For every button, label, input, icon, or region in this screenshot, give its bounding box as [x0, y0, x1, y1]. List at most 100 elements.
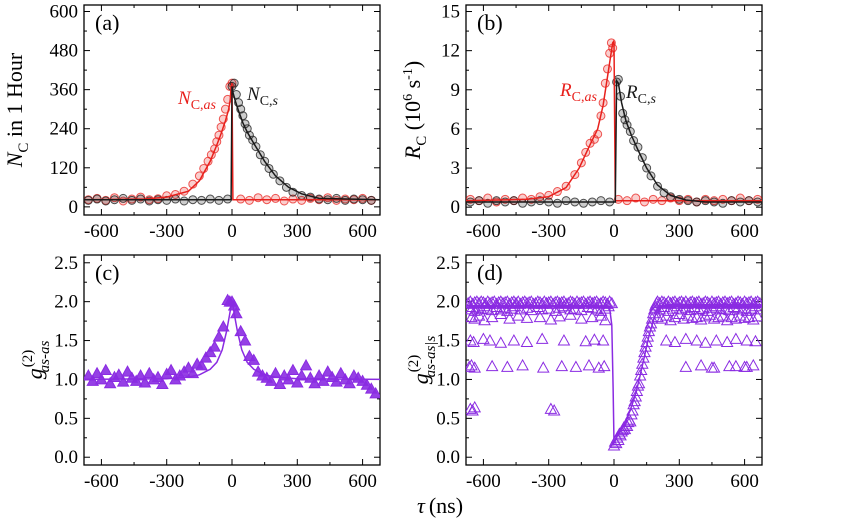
fit-line	[84, 86, 380, 201]
plot-frame	[83, 254, 381, 466]
data-point	[564, 302, 577, 315]
y-tick-label: 2.0	[436, 292, 460, 313]
y-tick-label: 15	[441, 2, 460, 23]
data-point	[466, 296, 475, 309]
data-point	[679, 332, 693, 344]
x-tick-label: 600	[730, 221, 759, 242]
y-tick-label: 480	[50, 41, 79, 62]
data-point	[653, 181, 663, 191]
y-label-symbol: g	[22, 368, 47, 379]
data-point	[594, 309, 608, 321]
data-point	[657, 295, 671, 308]
plot-area	[84, 293, 380, 399]
fit-line	[466, 78, 762, 203]
data-point	[299, 358, 313, 371]
data-point	[597, 359, 611, 372]
data-point	[334, 366, 348, 379]
y-tick-label: 0	[69, 197, 79, 218]
data-point	[138, 376, 152, 388]
data-point	[485, 303, 499, 316]
data-point	[655, 312, 669, 324]
data-point	[677, 312, 690, 324]
data-point	[585, 296, 599, 309]
plot-area	[84, 78, 380, 206]
y-tick-label: 0.5	[54, 408, 78, 429]
data-point	[569, 360, 583, 372]
x-tick-label: -300	[149, 471, 184, 492]
y-tick-label: 6	[451, 119, 461, 140]
y-tick-label: 9	[451, 80, 461, 101]
data-point	[596, 196, 606, 206]
data-point	[592, 361, 606, 373]
data-point	[639, 197, 649, 207]
data-point	[749, 334, 762, 347]
data-point	[485, 359, 499, 372]
data-point	[179, 196, 189, 206]
series-annotation: RC,s	[625, 82, 656, 107]
data-point	[273, 377, 287, 390]
data-point	[694, 313, 708, 325]
y-label-text: (10	[400, 101, 425, 136]
y-tick-label: 600	[50, 2, 79, 23]
data-point	[602, 64, 612, 74]
data-point	[468, 295, 482, 308]
x-tick-label: -300	[531, 221, 566, 242]
y-tick-label: 12	[441, 41, 460, 62]
data-point	[709, 299, 723, 312]
x-axis-label-unit: (ns)	[429, 493, 463, 518]
data-point	[585, 310, 599, 323]
data-point	[749, 299, 762, 312]
data-point	[164, 363, 178, 376]
data-point	[600, 78, 610, 88]
data-point	[603, 295, 616, 307]
data-point	[659, 334, 673, 346]
y-tick-label: 1.5	[54, 331, 78, 352]
y-tick-label: 1.5	[436, 331, 460, 352]
x-tick-label: -600	[466, 471, 501, 492]
data-point	[581, 300, 595, 313]
data-point	[535, 302, 549, 315]
data-point	[668, 310, 682, 323]
data-point	[520, 335, 534, 348]
panel-d: -600 -300 0 300 600 0.0 0.5 1.0 1.5 2.0 2.5 g(2)as-…	[406, 253, 763, 492]
series-annotation: RC,as	[559, 80, 597, 105]
data-point	[483, 334, 497, 346]
data-point	[536, 361, 550, 373]
panel-c: -600 -300 0 300 600 0.0 0.5 1.0 1.5 2.0 2.5 g(2)as-…	[20, 253, 381, 492]
data-point	[505, 302, 519, 314]
data-point	[672, 307, 686, 320]
y-tick-label: 2.0	[54, 292, 78, 313]
data-point	[542, 302, 556, 314]
x-axis-label: τ (ns)	[417, 493, 463, 518]
data-point	[468, 361, 482, 373]
data-point	[690, 334, 704, 346]
y-label-unit: s	[400, 80, 425, 94]
data-point	[668, 335, 682, 348]
data-point	[509, 296, 523, 309]
data-point	[712, 310, 725, 323]
data-point	[468, 312, 482, 324]
x-tick-label: 600	[348, 471, 377, 492]
data-point	[485, 310, 499, 323]
data-point	[696, 296, 710, 309]
data-point	[686, 311, 699, 323]
data-point	[579, 198, 589, 208]
y-axis-label: g(2)as-as	[20, 341, 53, 380]
y-tick-label: 2.5	[436, 253, 460, 274]
data-point	[118, 193, 128, 203]
data-point	[553, 296, 566, 309]
data-point	[627, 397, 640, 410]
data-point	[594, 296, 608, 309]
panel-label: (d)	[477, 260, 503, 285]
y-tick-label: 240	[50, 119, 79, 140]
data-point	[709, 334, 723, 346]
data-point	[679, 295, 693, 307]
data-point	[659, 309, 673, 321]
data-point	[99, 363, 113, 376]
plot-area	[466, 295, 762, 451]
fit-line	[84, 82, 380, 201]
data-point	[121, 365, 134, 377]
x-tick-label: 300	[283, 471, 312, 492]
y-label-symbol: g	[408, 373, 433, 384]
